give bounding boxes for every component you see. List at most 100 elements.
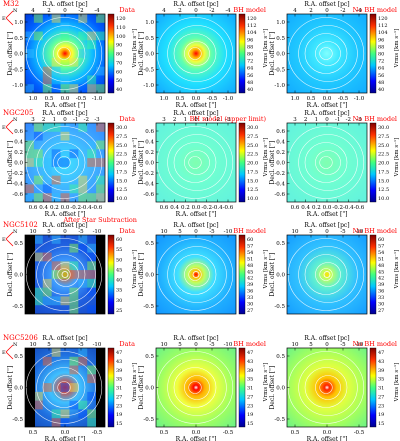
colorbar <box>238 13 246 94</box>
colorbar-tick-label: 112 <box>378 23 388 29</box>
top-tick-label: -3 <box>94 117 100 123</box>
data-pixel <box>87 374 97 384</box>
data-pixel <box>60 383 70 392</box>
colorbar-tick-label: 45 <box>378 269 384 275</box>
colorbar-tick-label: 70 <box>116 60 122 66</box>
data-pixel <box>25 84 34 93</box>
colorbar-tick-label: 40 <box>116 278 122 284</box>
y-tick-label: -0.5 <box>12 417 23 423</box>
colorbar-tick-label: 80 <box>247 52 253 58</box>
colorbar-tick-label: 33 <box>378 295 384 301</box>
compass-east-label: E <box>2 350 6 356</box>
colorbar-tick-label: 15.0 <box>247 178 258 184</box>
y-tick-label: -0.5 <box>143 304 154 310</box>
colorbar-tick-label: 20.0 <box>378 161 389 167</box>
panel-tag: No BH model <box>353 6 397 14</box>
data-pixel <box>78 270 88 279</box>
top-axis-label: R.A. offset [pc] <box>173 222 218 229</box>
colorbar <box>369 347 377 428</box>
colorbar-label: Vrms [km s⁻¹] <box>131 250 138 290</box>
colorbar-tick-label: 19 <box>116 412 122 418</box>
contour-line <box>319 268 333 281</box>
colorbar-tick-label: 39 <box>247 368 253 374</box>
colorbar-tick-label: 17.5 <box>247 169 258 175</box>
colorbar-tick-label: 27 <box>378 308 384 314</box>
top-tick-label: 3 <box>162 117 166 123</box>
bottom-tick-label: 1.0 <box>291 96 300 102</box>
contour-line <box>167 359 227 416</box>
bottom-tick-label: -0.2 <box>332 205 343 211</box>
data-pixel <box>60 22 70 32</box>
bottom-tick-label: 0.5 <box>160 430 169 436</box>
colorbar-tick-label: 27 <box>378 394 384 400</box>
data-pixel <box>78 356 88 366</box>
top-tick-label: 2 <box>304 117 308 123</box>
colorbar-tick-label: 35 <box>378 377 384 383</box>
colorbar-tick-label: 88 <box>247 44 253 50</box>
y-tick-label: -0.5 <box>12 67 23 73</box>
data-pixel <box>51 158 61 167</box>
data-pixel <box>51 391 61 401</box>
colorbar-tick-label: 48 <box>378 263 384 269</box>
colorbar-tick-label: 72 <box>378 59 384 65</box>
colorbar <box>107 234 115 315</box>
colorbar-tick-label: 56 <box>247 73 253 79</box>
top-tick-label: 0 <box>194 229 198 235</box>
y-tick-label: 0.5 <box>276 241 285 247</box>
y-tick-label: 0.0 <box>276 386 285 392</box>
data-pixel <box>96 14 105 23</box>
data-pixel <box>96 193 105 202</box>
galaxy-name: M32 <box>3 0 19 8</box>
colorbar-label: Vrms [km s⁻¹] <box>393 363 400 403</box>
y-tick-label: 0.4 <box>276 140 285 146</box>
y-tick-label: 0.0 <box>145 52 154 58</box>
y-tick-label: 0.0 <box>14 273 23 279</box>
colorbar-tick-label: 25.0 <box>116 143 127 149</box>
contour-line <box>57 156 71 169</box>
panel-m32-no-bh-model: No BH model1201121049688807264564840Vrms… <box>269 1 400 109</box>
bottom-tick-label: -1.0 <box>223 96 234 102</box>
data-pixel <box>69 149 79 159</box>
data-pixel <box>87 243 97 253</box>
contour-line <box>42 33 86 74</box>
bottom-tick-label: 0.0 <box>192 430 201 436</box>
y-tick-label: 0.5 <box>145 354 154 360</box>
top-tick-label: 0 <box>325 8 329 14</box>
data-pixel <box>42 383 52 392</box>
bottom-tick-label: -0.2 <box>70 205 81 211</box>
contour-line <box>42 142 86 183</box>
colorbar-tick-label: 51 <box>247 256 253 262</box>
top-tick-label: -10 <box>224 229 233 235</box>
bottom-tick-label: -0.6 <box>223 205 234 211</box>
colorbar-tick-label: 15 <box>247 421 253 427</box>
top-tick-label: -10 <box>93 229 102 235</box>
data-pixel <box>87 261 97 271</box>
data-pixel <box>96 123 105 132</box>
colorbar-tick-label: 90 <box>116 43 122 49</box>
top-tick-label: -10 <box>93 342 102 348</box>
top-tick-label: -2 <box>215 117 220 123</box>
top-tick-label: -1 <box>204 117 209 123</box>
colorbar-tick-label: 64 <box>247 66 253 72</box>
colorbar-tick-label: 120 <box>247 16 257 22</box>
colorbar-tick-label: 39 <box>378 282 384 288</box>
colorbar-tick-label: 15.0 <box>116 178 127 184</box>
bottom-axis-label: R.A. offset ["] <box>176 436 217 441</box>
contour-line <box>323 271 331 278</box>
data-pixel <box>42 252 52 262</box>
y-tick-label: 1.0 <box>145 20 154 26</box>
data-pixel <box>78 193 88 202</box>
contour-line <box>184 41 210 66</box>
data-pixel <box>33 400 43 410</box>
top-tick-label: 5 <box>47 229 51 235</box>
data-pixel <box>42 287 52 297</box>
y-tick-label: -0.5 <box>274 67 285 73</box>
bottom-tick-label: -0.5 <box>354 430 365 436</box>
data-pixel <box>51 261 61 271</box>
top-tick-label: 1 <box>53 117 57 123</box>
y-tick-label: 0.2 <box>276 150 285 156</box>
top-tick-label: 10 <box>161 229 168 235</box>
top-axis-label: R.A. offset [pc] <box>42 1 87 8</box>
